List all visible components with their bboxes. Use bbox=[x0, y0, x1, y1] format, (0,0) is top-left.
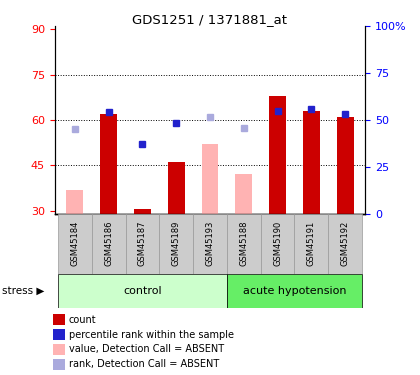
Text: percentile rank within the sample: percentile rank within the sample bbox=[68, 330, 234, 339]
Text: count: count bbox=[68, 315, 96, 325]
Bar bbox=[134, 209, 151, 214]
Bar bbox=[294, 214, 328, 274]
Text: GSM45184: GSM45184 bbox=[71, 221, 79, 266]
Bar bbox=[52, 359, 66, 370]
Bar bbox=[227, 214, 261, 274]
Bar bbox=[92, 214, 126, 274]
Bar bbox=[235, 174, 252, 214]
Text: GSM45190: GSM45190 bbox=[273, 221, 282, 266]
Bar bbox=[227, 274, 362, 308]
Bar bbox=[52, 344, 66, 355]
Bar bbox=[303, 111, 320, 214]
Bar bbox=[66, 189, 83, 214]
Bar bbox=[52, 329, 66, 340]
Text: control: control bbox=[123, 286, 162, 296]
Bar bbox=[269, 96, 286, 214]
Bar bbox=[261, 214, 294, 274]
Text: GSM45186: GSM45186 bbox=[104, 221, 113, 267]
Bar bbox=[202, 144, 218, 214]
Text: GSM45189: GSM45189 bbox=[172, 221, 181, 266]
Bar bbox=[126, 214, 159, 274]
Bar bbox=[100, 114, 117, 214]
Bar bbox=[328, 214, 362, 274]
Bar bbox=[52, 314, 66, 325]
Bar bbox=[193, 214, 227, 274]
Text: GSM45188: GSM45188 bbox=[239, 221, 248, 267]
Bar bbox=[159, 214, 193, 274]
Text: acute hypotension: acute hypotension bbox=[243, 286, 346, 296]
Text: stress ▶: stress ▶ bbox=[2, 286, 45, 296]
Text: GSM45187: GSM45187 bbox=[138, 221, 147, 267]
Bar bbox=[337, 117, 354, 214]
Text: GSM45192: GSM45192 bbox=[341, 221, 349, 266]
Text: GSM45191: GSM45191 bbox=[307, 221, 316, 266]
Text: GSM45193: GSM45193 bbox=[205, 221, 215, 266]
Text: GDS1251 / 1371881_at: GDS1251 / 1371881_at bbox=[132, 13, 288, 26]
Bar bbox=[58, 274, 227, 308]
Bar bbox=[168, 162, 185, 214]
Bar bbox=[58, 214, 92, 274]
Text: rank, Detection Call = ABSENT: rank, Detection Call = ABSENT bbox=[68, 359, 219, 369]
Text: value, Detection Call = ABSENT: value, Detection Call = ABSENT bbox=[68, 344, 224, 354]
